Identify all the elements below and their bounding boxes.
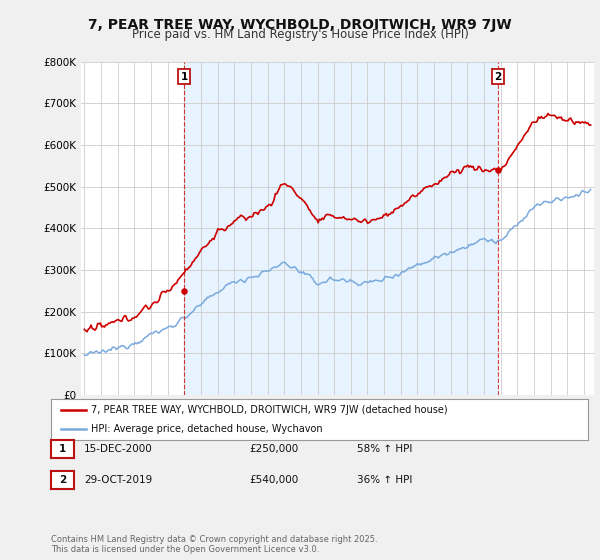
Text: 2: 2 xyxy=(59,475,66,485)
Text: 7, PEAR TREE WAY, WYCHBOLD, DROITWICH, WR9 7JW: 7, PEAR TREE WAY, WYCHBOLD, DROITWICH, W… xyxy=(88,18,512,32)
Text: 1: 1 xyxy=(59,444,66,454)
Text: 36% ↑ HPI: 36% ↑ HPI xyxy=(357,475,412,485)
Point xyxy=(179,286,189,295)
Text: HPI: Average price, detached house, Wychavon: HPI: Average price, detached house, Wych… xyxy=(91,423,323,433)
Text: 2: 2 xyxy=(494,72,502,82)
Text: £250,000: £250,000 xyxy=(249,444,298,454)
Text: 58% ↑ HPI: 58% ↑ HPI xyxy=(357,444,412,454)
Text: 7, PEAR TREE WAY, WYCHBOLD, DROITWICH, WR9 7JW (detached house): 7, PEAR TREE WAY, WYCHBOLD, DROITWICH, W… xyxy=(91,405,448,415)
Text: 1: 1 xyxy=(181,72,188,82)
Text: Price paid vs. HM Land Registry's House Price Index (HPI): Price paid vs. HM Land Registry's House … xyxy=(131,28,469,41)
Text: Contains HM Land Registry data © Crown copyright and database right 2025.
This d: Contains HM Land Registry data © Crown c… xyxy=(51,535,377,554)
Text: 15-DEC-2000: 15-DEC-2000 xyxy=(84,444,153,454)
Text: 29-OCT-2019: 29-OCT-2019 xyxy=(84,475,152,485)
Point xyxy=(493,165,503,174)
Bar xyxy=(184,62,498,395)
Text: £540,000: £540,000 xyxy=(249,475,298,485)
